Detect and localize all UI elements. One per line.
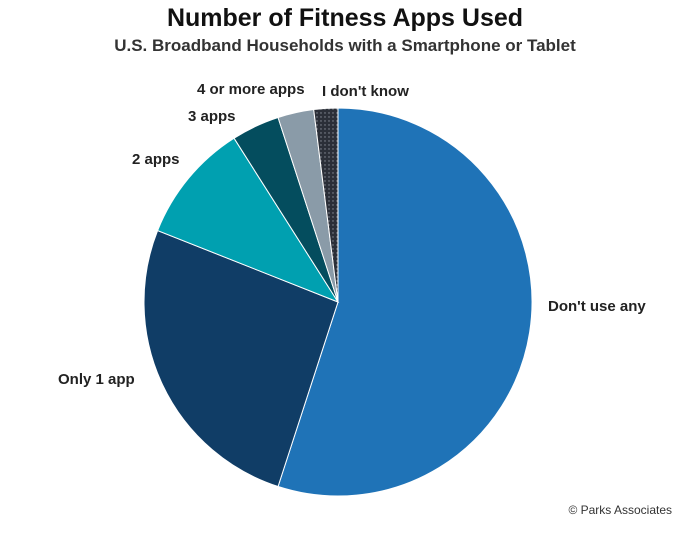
pie-slice-2-apps <box>156 137 340 304</box>
slice-label: I don't know <box>322 83 409 100</box>
slice-label: 4 or more apps <box>197 81 305 98</box>
slice-label: Only 1 app <box>58 371 135 388</box>
pie-slice-only-1-app <box>143 229 339 488</box>
slice-label: Don't use any <box>548 298 646 315</box>
source-credit: © Parks Associates <box>568 503 672 517</box>
slice-label: 2 apps <box>132 151 180 168</box>
pie-slice-don-t-use-any <box>277 107 533 497</box>
chart-title: Number of Fitness Apps Used <box>166 4 524 32</box>
slice-label: 3 apps <box>188 108 236 125</box>
pie-slice-i-don-t-know <box>313 107 339 303</box>
chart-subtitle: U.S. Broadband Households with a Smartph… <box>114 36 576 55</box>
